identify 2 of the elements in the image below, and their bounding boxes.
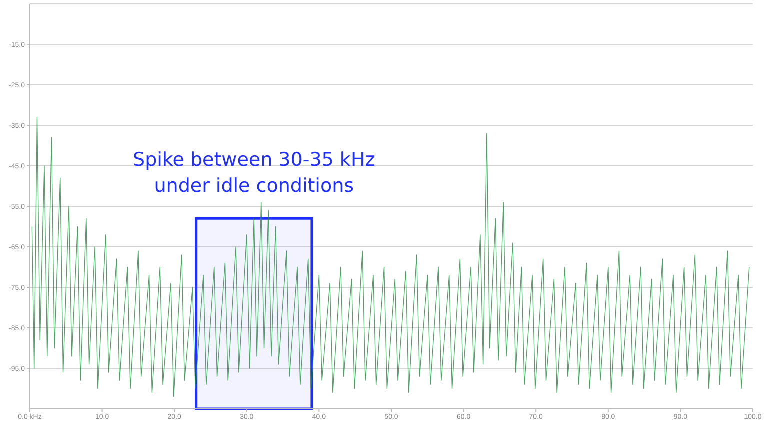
annotation: Spike between 30-35 kHz under idle conditions — [132, 148, 376, 199]
line-series — [32, 117, 750, 398]
